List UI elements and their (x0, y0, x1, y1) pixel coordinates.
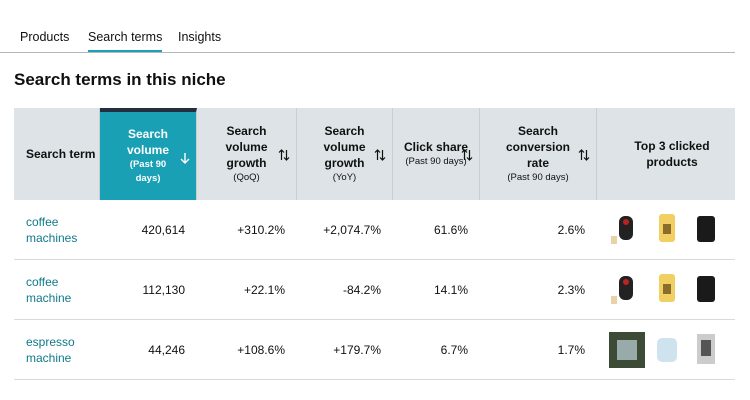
sort-arrow (180, 153, 190, 164)
column-header[interactable]: Search volume (Past 90 days) (100, 108, 197, 200)
metric-cell: 61.6% (393, 200, 480, 260)
metric-cell: 420,614 (100, 200, 197, 260)
product-thumbnails (611, 213, 715, 244)
metric-cell: +310.2% (197, 200, 297, 260)
tab[interactable]: Products (20, 30, 70, 44)
header-subtitle: (Past 90 days) (129, 159, 167, 184)
sort-icon (461, 149, 473, 161)
header-subtitle: (Past 90 days) (405, 156, 467, 167)
thumbnail-cell[interactable] (597, 260, 735, 320)
tab-bar: Products Search terms Insights (0, 20, 735, 53)
product-thumbnails (611, 273, 715, 304)
column-header: Search term (14, 108, 100, 200)
header-title: Search volume (126, 127, 169, 157)
sort-icon (278, 149, 290, 161)
product-thumbnails (609, 331, 715, 368)
header-subtitle: (YoY) (332, 172, 357, 183)
metric-cell: 2.3% (480, 260, 597, 320)
metric-cell: +2,074.7% (297, 200, 393, 260)
column-header[interactable]: Click share (Past 90 days) (393, 108, 480, 200)
header-title: Click share (403, 140, 469, 154)
column-header[interactable]: Search volume growth (YoY) (297, 108, 393, 200)
sort-control[interactable] (278, 148, 290, 166)
tab[interactable]: Insights (178, 30, 222, 44)
metric-cell: 112,130 (100, 260, 197, 320)
metric-cell: 14.1% (393, 260, 480, 320)
tab[interactable]: Search terms (88, 30, 163, 52)
header-subtitle: (Past 90 days) (507, 172, 569, 183)
header-title: Search term (26, 147, 96, 161)
header-title: Top 3 clicked products (634, 139, 710, 169)
column-header: Top 3 clicked products (597, 108, 735, 200)
header-title: Search volume growth (225, 124, 268, 170)
column-header[interactable]: Search volume growth (QoQ) (197, 108, 297, 200)
search-term-link[interactable]: espresso machine (14, 320, 100, 380)
search-term-link[interactable]: coffee machine (14, 260, 100, 320)
metric-cell: +22.1% (197, 260, 297, 320)
metric-cell: -84.2% (297, 260, 393, 320)
sort-icon (578, 149, 590, 161)
sort-control[interactable] (374, 148, 386, 166)
thumbnail-cell[interactable] (597, 320, 735, 380)
search-term-link[interactable]: coffee machines (14, 200, 100, 260)
metric-cell: +108.6% (197, 320, 297, 380)
sort-control[interactable] (180, 152, 190, 168)
metric-cell: 6.7% (393, 320, 480, 380)
section-heading: Search terms in this niche (14, 70, 226, 89)
metric-cell: 2.6% (480, 200, 597, 260)
header-subtitle: (QoQ) (233, 172, 260, 183)
column-header[interactable]: Search conversion rate (Past 90 days) (480, 108, 597, 200)
thumbnail-cell[interactable] (597, 200, 735, 260)
sort-control[interactable] (578, 148, 590, 166)
metric-cell: 1.7% (480, 320, 597, 380)
sort-icon (374, 149, 386, 161)
header-title: Search volume growth (323, 124, 366, 170)
sort-control[interactable] (461, 148, 473, 166)
header-title: Search conversion rate (505, 124, 571, 170)
metric-cell: 44,246 (100, 320, 197, 380)
metric-cell: +179.7% (297, 320, 393, 380)
